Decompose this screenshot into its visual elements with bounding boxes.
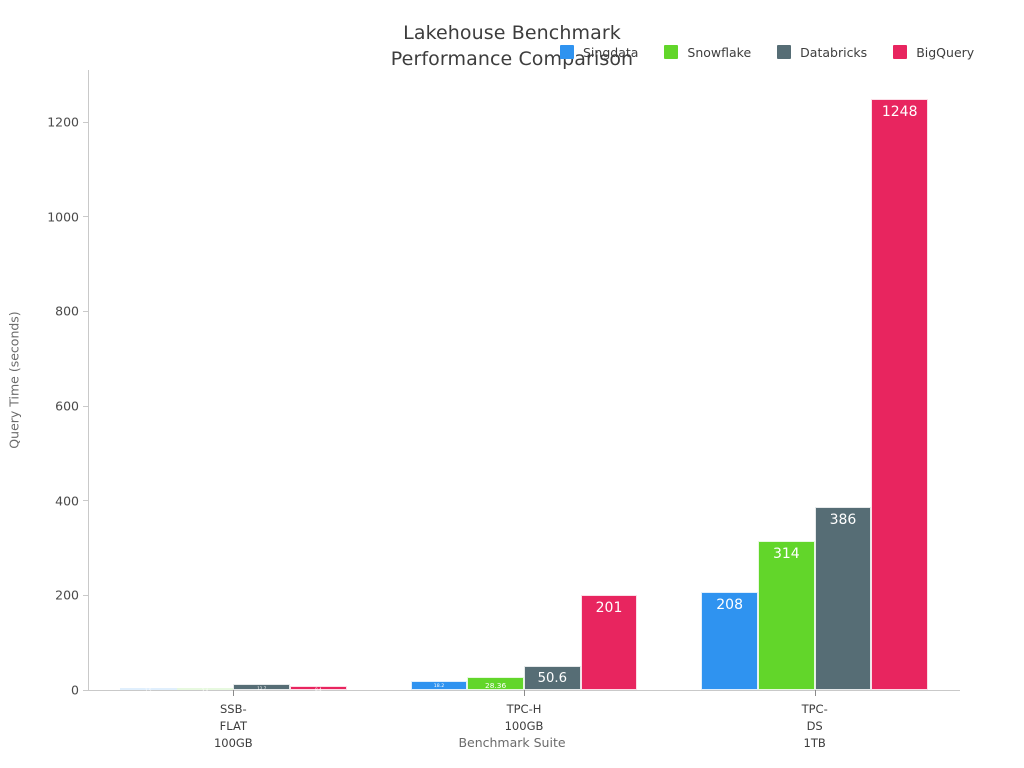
legend-label: Databricks [800,44,868,60]
chart-legend: Singdata Snowflake Databricks BigQuery [560,42,1000,62]
y-tick-mark [83,216,88,218]
y-tick-label: 400 [55,493,79,509]
bar-value-label: 201 [595,599,623,616]
bar-value-label: 12.7 [257,686,267,691]
bar-value-label: 314 [772,546,800,563]
y-tick-label: 0 [71,682,79,698]
bar-value-label: 50.6 [537,671,568,687]
y-tick-mark [83,121,88,123]
bar-value-label: 208 [716,596,743,613]
y-axis-label: Query Time (seconds) [6,311,22,449]
bar-bigquery-2[interactable]: 1248 [871,99,929,690]
y-tick-mark [83,594,88,596]
plot-area: Query Time (seconds) 0 200 400 600 800 1000 12… [7,70,960,750]
legend-item-singdata[interactable]: Singdata [560,45,638,60]
bar-singdata-1[interactable]: 18.2 [410,681,468,690]
bar-value-label: 8.4 [315,687,322,693]
y-tick-mark [83,405,88,407]
bar-bigquery-1[interactable]: 201 [580,594,638,690]
bar-value-label: 3.4 [201,688,209,693]
y-tick-mark [83,689,88,691]
legend-item-bigquery[interactable]: BigQuery [893,45,974,60]
y-tick-label: 800 [55,303,79,319]
legend-swatch-icon [777,45,792,59]
bar-value-label: 386 [829,512,857,529]
legend-label: Singdata [583,44,639,60]
bar-snowflake-1[interactable]: 28.36 [467,676,524,690]
bar-value-label: 18.2 [433,684,445,690]
y-axis-line [88,70,89,691]
bar-snowflake-2[interactable]: 314 [757,541,815,690]
bar-singdata-0[interactable]: 1.5 [119,688,177,693]
y-tick-label: 600 [55,398,79,414]
x-tick-label: TPC-H 100GB [504,702,544,733]
x-tick-label: SSB-FLAT 100GB [213,702,253,750]
x-tick-mark [524,690,525,696]
bar-value-label: 28.36 [485,680,507,690]
x-axis-label: Benchmark Suite [458,735,566,750]
y-tick-label: 200 [55,587,79,603]
legend-swatch-icon [664,45,679,59]
y-tick-mark [83,500,88,502]
bar-databricks-2[interactable]: 386 [814,507,872,690]
y-tick-mark [83,310,88,312]
y-tick-label: 1000 [47,209,79,225]
bar-singdata-2[interactable]: 208 [701,591,758,690]
x-tick-mark [814,690,816,696]
bar-snowflake-0[interactable]: 3.4 [176,688,234,693]
legend-label: Snowflake [687,44,752,60]
bar-value-label: 1.5 [145,688,152,693]
bar-databricks-0[interactable]: 12.7 [233,684,290,691]
legend-item-databricks[interactable]: Databricks [777,45,867,60]
x-tick-mark [233,690,235,696]
bar-bigquery-0[interactable]: 8.4 [290,686,347,693]
bar-databricks-1[interactable]: 50.6 [524,666,581,690]
legend-item-snowflake[interactable]: Snowflake [664,45,751,60]
bar-value-label: 1248 [881,104,918,121]
legend-label: BigQuery [916,44,975,60]
legend-swatch-icon [893,45,908,59]
y-tick-label: 1200 [47,114,79,130]
x-tick-label: TPC-DS 1TB [801,702,828,750]
chart-title: Lakehouse Benchmark Performance Comparis… [390,22,634,70]
legend-swatch-icon [560,45,574,59]
